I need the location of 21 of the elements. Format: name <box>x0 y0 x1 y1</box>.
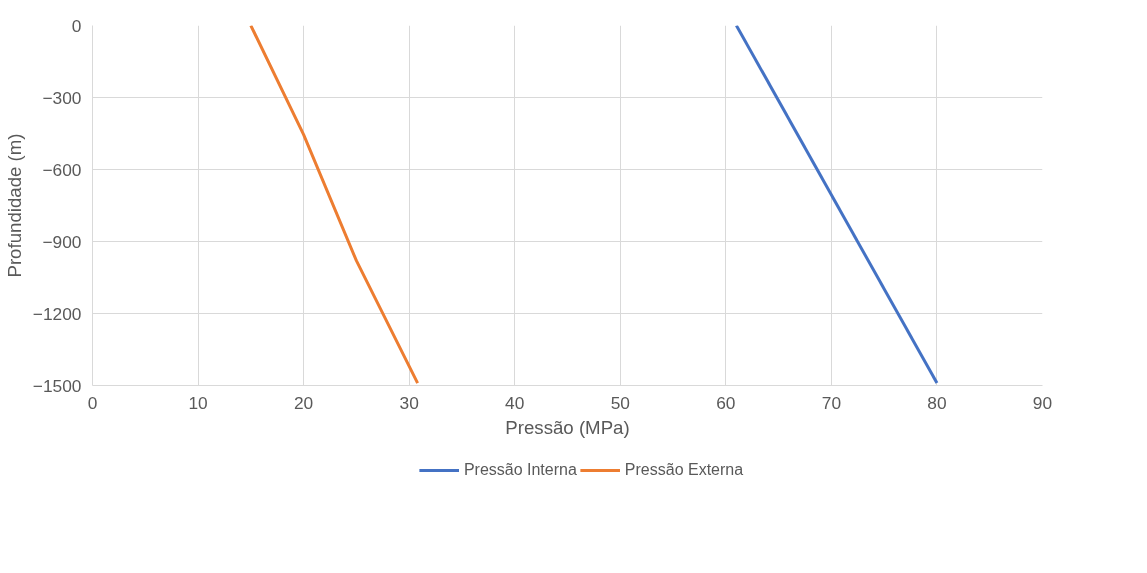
x-tick-label: 90 <box>1032 392 1053 413</box>
x-tick-label: 10 <box>188 392 208 413</box>
x-tick-label: 20 <box>293 392 314 413</box>
x-tick-label: 70 <box>821 392 842 413</box>
x-tick-label: 0 <box>87 392 98 413</box>
legend-label: Pressão Externa <box>624 461 744 479</box>
legend-label: Pressão Interna <box>463 461 577 479</box>
x-axis-title: Pressão (MPa) <box>505 416 630 438</box>
y-tick-label: −1500 <box>32 375 82 396</box>
x-tick-label: 50 <box>610 392 630 413</box>
x-tick-label: 30 <box>399 392 419 413</box>
x-tick-label: 60 <box>716 392 736 413</box>
line-series <box>249 25 420 385</box>
x-tick-label: 80 <box>927 392 947 413</box>
y-tick-label: −1200 <box>32 303 82 324</box>
y-tick-label: −900 <box>42 231 82 252</box>
x-tick-label: 40 <box>505 392 525 413</box>
y-tick-label: −600 <box>42 159 82 180</box>
y-axis-title: Profundidade (m) <box>3 133 25 278</box>
y-tick-label: 0 <box>71 15 82 36</box>
y-tick-label: −300 <box>42 87 82 108</box>
